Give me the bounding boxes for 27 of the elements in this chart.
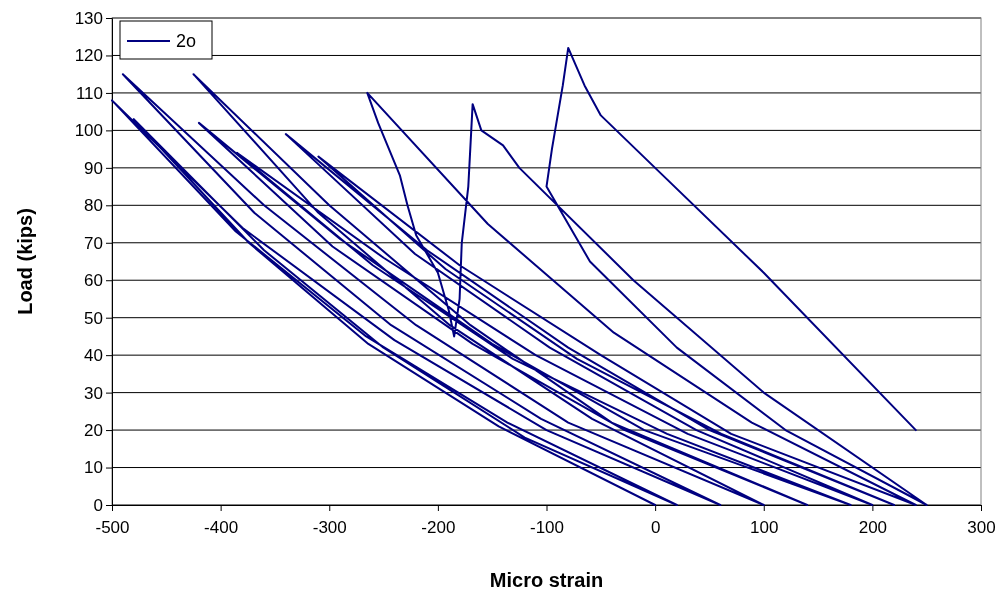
x-tick-label: 100 xyxy=(750,517,779,537)
y-tick-label: 40 xyxy=(84,346,103,366)
line-series xyxy=(111,46,928,506)
x-tick-label: -300 xyxy=(312,517,347,537)
y-tick-label: 60 xyxy=(84,271,103,291)
y-tick-label: 10 xyxy=(84,458,103,478)
y-tick-label: 50 xyxy=(84,308,103,328)
y-tick-label: 80 xyxy=(84,196,103,216)
x-tick-label: -200 xyxy=(421,517,456,537)
x-tick-label: -500 xyxy=(95,517,130,537)
x-tick-label: 300 xyxy=(967,517,996,537)
y-tick-label: 20 xyxy=(84,421,103,441)
y-tick-label: 120 xyxy=(74,46,103,66)
y-tick-label: 100 xyxy=(74,121,103,141)
legend-label: 2o xyxy=(176,31,197,51)
y-tick-label: 70 xyxy=(84,233,103,253)
y-tick-label: 0 xyxy=(93,495,103,515)
y-tick-label: 110 xyxy=(75,83,103,103)
y-axis-title: Load (kips) xyxy=(14,208,36,315)
x-tick-label: 200 xyxy=(858,517,888,537)
x-tick-label: -100 xyxy=(529,517,565,537)
x-axis-title: Micro strain xyxy=(489,569,604,591)
y-tick-label: 30 xyxy=(84,383,103,403)
x-tick-label: 0 xyxy=(650,517,661,537)
y-tick-label: 90 xyxy=(84,158,103,178)
y-tick-label: 130 xyxy=(74,8,103,28)
x-tick-label: -400 xyxy=(204,517,239,537)
